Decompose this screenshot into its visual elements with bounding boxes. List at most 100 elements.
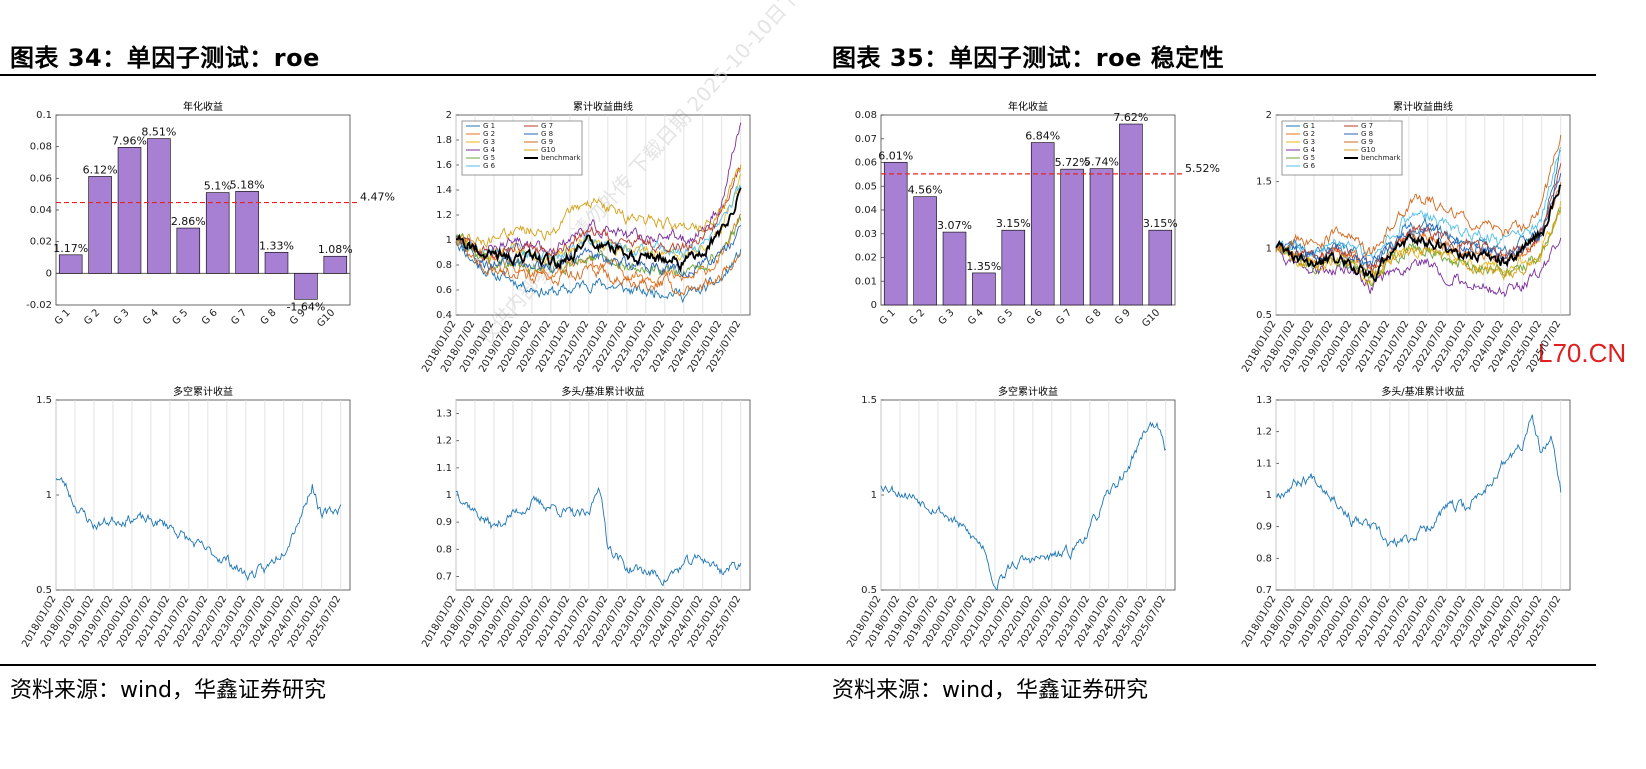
y-tick-label: 0.07 <box>855 134 877 145</box>
figure-34-title: 图表 34：单因子测试：roe <box>10 44 320 72</box>
bar-7 <box>235 191 259 274</box>
y-tick-label: 0.5 <box>1256 310 1272 321</box>
chart-cum35: 累计收益曲线0.511.522018/01/022018/07/022019/0… <box>1240 100 1571 374</box>
y-tick-label: 0.01 <box>855 276 877 287</box>
legend-label: G 4 <box>1303 146 1316 154</box>
chart-cum34: 累计收益曲线0.40.60.811.21.41.61.822018/01/022… <box>420 100 751 374</box>
y-tick-label: 1.5 <box>36 395 52 406</box>
bar-value-label: 6.84% <box>1025 130 1060 143</box>
x-tick-label: G 1 <box>878 307 898 327</box>
figure-35-title: 图表 35：单因子测试：roe 稳定性 <box>832 44 1225 72</box>
y-tick-label: 0.8 <box>436 544 452 555</box>
legend-label: G 8 <box>541 130 553 138</box>
chart-panel-cum35: 累计收益曲线 0.5 1 1.5 2 2018/01/02 2018/07/02 2019/0… <box>1240 100 1580 375</box>
figure-34-source: 资料来源：wind，华鑫证券研究 <box>10 678 327 703</box>
series-line-g8 <box>455 225 742 278</box>
x-tick-label: G 4 <box>966 307 986 327</box>
legend-label: G 3 <box>1303 138 1315 146</box>
legend-label: G 7 <box>541 122 553 130</box>
y-tick-label: 0.02 <box>30 237 52 248</box>
bar-value-label: 6.12% <box>83 163 118 176</box>
series-line-main <box>880 421 1167 591</box>
series-line-g2 <box>1275 181 1562 275</box>
y-tick-label: -0.02 <box>26 300 52 311</box>
y-tick-label: 1.8 <box>436 135 452 146</box>
chart-lb35: 多头/基准累计收益0.70.80.911.11.21.32018/01/0220… <box>1240 385 1571 649</box>
bar-1 <box>58 254 83 274</box>
series-line-g7 <box>455 167 742 260</box>
y-tick-label: 1.2 <box>1256 427 1272 438</box>
site-mark: L70.CN <box>1538 338 1627 368</box>
y-tick-label: 0.7 <box>1256 585 1272 596</box>
chart-panel-bar35: 年化收益 0 0.01 0.02 0.03 0.04 0.05 0.06 0.07 0.08 6.0… <box>845 100 1220 335</box>
y-tick-label: 0.08 <box>30 142 52 153</box>
x-tick-label: G 6 <box>1025 307 1045 327</box>
x-tick-label: G 8 <box>1084 307 1104 327</box>
chart-panel-ls35: 多空累计收益 0.5 1 1.5 2018/01/02 2018/07/02 2019/01… <box>845 385 1185 657</box>
top-rule <box>0 74 1596 76</box>
bar-10 <box>1148 229 1173 306</box>
series-line-g9 <box>455 235 742 297</box>
legend-label: G 9 <box>541 138 553 146</box>
y-tick-label: 1.5 <box>1256 177 1272 188</box>
y-tick-label: 0.4 <box>436 310 452 321</box>
y-tick-label: 1.1 <box>436 463 452 474</box>
series-line-g4 <box>455 122 742 259</box>
series-line-g9 <box>1275 134 1562 257</box>
bar-4 <box>972 272 996 306</box>
y-tick-label: 1 <box>446 235 452 246</box>
series-line-main <box>55 476 342 582</box>
y-tick-label: 0.6 <box>436 285 452 296</box>
bar-value-label: 1.33% <box>259 239 294 252</box>
chart-title: 多头/基准累计收益 <box>561 385 644 398</box>
chart-title: 多头/基准累计收益 <box>1381 385 1464 398</box>
legend-label: G 5 <box>483 154 495 162</box>
y-tick-label: 1 <box>1266 490 1272 501</box>
y-tick-label: 0.06 <box>855 158 877 169</box>
y-tick-label: 0.9 <box>1256 522 1272 533</box>
x-tick-label: G 6 <box>200 307 220 327</box>
y-tick-label: 0.7 <box>436 571 452 582</box>
chart-panel-bar34: 年化收益 -0.02 0 0.02 0.04 0.06 0.08 0.1 1.17% G 1 6.1… <box>20 100 395 335</box>
x-tick-label: G 2 <box>907 307 927 327</box>
chart-ls35: 多空累计收益0.511.52018/01/022018/07/022019/01… <box>845 385 1176 649</box>
y-tick-label: 0.08 <box>855 110 877 121</box>
y-tick-label: 0.8 <box>436 260 452 271</box>
bar-5 <box>176 227 201 274</box>
y-tick-label: 0.5 <box>36 585 52 596</box>
legend-label: G 7 <box>1361 122 1373 130</box>
x-tick-label: G 3 <box>937 307 957 327</box>
y-tick-label: 1.5 <box>861 395 877 406</box>
chart-title: 多空累计收益 <box>998 385 1058 398</box>
chart-title: 累计收益曲线 <box>573 100 633 113</box>
bar-7 <box>1060 168 1084 306</box>
y-tick-label: 0.02 <box>855 253 877 264</box>
bar-value-label: 3.15% <box>1143 217 1178 230</box>
series-line-g6 <box>1275 146 1562 260</box>
x-tick-label: G 7 <box>229 307 249 327</box>
y-tick-label: 0.5 <box>861 585 877 596</box>
y-tick-label: 0.05 <box>855 181 877 192</box>
legend-label: G 2 <box>1303 130 1315 138</box>
y-tick-label: 1.2 <box>436 210 452 221</box>
legend-label: benchmark <box>541 154 581 162</box>
y-tick-label: 1 <box>871 490 877 501</box>
series-line-benchmark <box>1275 184 1562 282</box>
bar-value-label: 5.74% <box>1084 156 1119 169</box>
legend-label: G 1 <box>483 122 495 130</box>
chart-title: 年化收益 <box>183 100 223 113</box>
legend-label: G 6 <box>1303 162 1316 170</box>
bar-value-label: 2.86% <box>171 215 206 228</box>
mean-label: 5.52% <box>1185 162 1220 175</box>
legend-label: G 4 <box>483 146 496 154</box>
y-tick-label: 1.2 <box>436 436 452 447</box>
bar-10 <box>323 255 348 274</box>
series-line-benchmark <box>456 187 742 273</box>
y-tick-label: 1.6 <box>436 160 452 171</box>
bar-value-label: 3.07% <box>937 219 972 232</box>
bar-6 <box>1030 142 1055 306</box>
chart-title: 多空累计收益 <box>173 385 233 398</box>
bar-value-label: 6.01% <box>878 149 913 162</box>
series-line-g7 <box>1275 163 1562 271</box>
legend-box <box>1281 120 1403 176</box>
